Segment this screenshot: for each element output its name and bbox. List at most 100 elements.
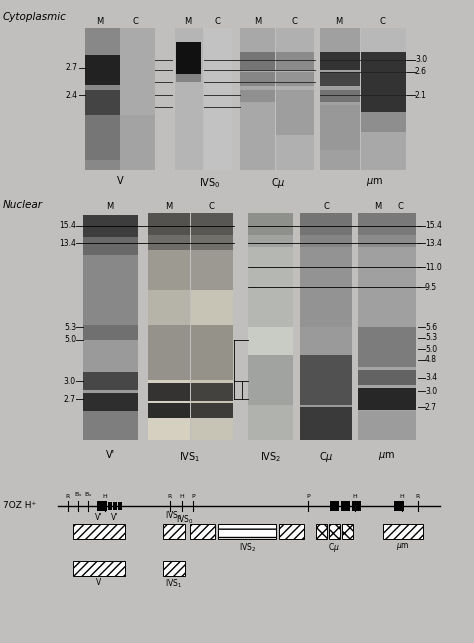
Bar xyxy=(248,235,293,247)
Bar xyxy=(329,524,340,539)
Bar xyxy=(73,561,125,576)
Bar xyxy=(85,28,120,170)
Text: C$\mu$: C$\mu$ xyxy=(328,541,340,554)
Bar xyxy=(320,72,360,86)
Text: C: C xyxy=(379,17,385,26)
Bar xyxy=(330,501,339,511)
Text: C: C xyxy=(214,17,220,26)
Bar xyxy=(361,28,406,170)
Bar xyxy=(176,42,201,74)
Text: IVS$_1$: IVS$_1$ xyxy=(179,450,201,464)
Bar xyxy=(120,115,155,170)
Bar xyxy=(383,524,423,539)
Bar xyxy=(342,524,353,539)
Text: 5.3: 5.3 xyxy=(64,323,76,332)
Bar xyxy=(320,52,360,70)
Text: M: M xyxy=(374,202,382,211)
Bar xyxy=(300,247,352,327)
Bar xyxy=(148,213,190,235)
Text: IVS$_0$: IVS$_0$ xyxy=(176,513,194,525)
Bar xyxy=(352,501,361,511)
Text: 5.0: 5.0 xyxy=(425,345,437,354)
Bar xyxy=(163,524,185,539)
Text: 9.5: 9.5 xyxy=(425,282,437,291)
Text: V': V' xyxy=(105,450,115,460)
Text: 3.4: 3.4 xyxy=(425,374,437,383)
Bar xyxy=(83,215,138,237)
Bar xyxy=(361,112,406,132)
Bar xyxy=(358,213,416,440)
Bar xyxy=(85,90,120,115)
Bar xyxy=(240,28,275,170)
Bar xyxy=(320,90,360,102)
Bar xyxy=(358,213,416,235)
Bar xyxy=(83,215,138,440)
Text: C: C xyxy=(208,202,214,211)
Text: C$\mu$: C$\mu$ xyxy=(271,176,285,190)
Text: $\mu$m: $\mu$m xyxy=(396,541,410,552)
Bar xyxy=(240,90,275,102)
Text: P: P xyxy=(191,494,195,499)
Text: 3.0: 3.0 xyxy=(64,377,76,386)
Text: C: C xyxy=(291,17,297,26)
Bar xyxy=(248,405,293,440)
Text: 13.4: 13.4 xyxy=(425,239,442,248)
Bar xyxy=(148,325,190,380)
Bar xyxy=(73,524,125,539)
Text: M: M xyxy=(106,202,114,211)
Text: R: R xyxy=(416,494,420,499)
Text: $\mu$m: $\mu$m xyxy=(366,176,383,188)
Bar xyxy=(175,28,203,170)
Bar xyxy=(118,502,122,510)
Text: R: R xyxy=(66,494,70,499)
Bar xyxy=(191,213,233,235)
Bar xyxy=(316,524,327,539)
Text: 5.0: 5.0 xyxy=(64,336,76,345)
Bar xyxy=(108,502,112,510)
Bar xyxy=(148,213,190,440)
Text: 2.1: 2.1 xyxy=(415,91,427,100)
Bar xyxy=(191,250,233,290)
Text: M: M xyxy=(96,17,104,26)
Bar xyxy=(240,52,275,70)
Bar xyxy=(163,561,185,576)
Text: $\mu$m: $\mu$m xyxy=(378,450,395,462)
Text: 15.4: 15.4 xyxy=(425,221,442,230)
Bar xyxy=(83,372,138,390)
Text: IVS$_0$: IVS$_0$ xyxy=(199,176,221,190)
Bar xyxy=(276,72,314,86)
Text: P: P xyxy=(306,494,310,499)
Text: 4.8: 4.8 xyxy=(425,356,437,365)
Bar xyxy=(148,235,190,250)
Bar xyxy=(218,524,276,539)
Bar xyxy=(358,235,416,247)
Text: IVS$_2$: IVS$_2$ xyxy=(260,450,282,464)
Text: IVS$_1$: IVS$_1$ xyxy=(165,578,182,590)
Text: M: M xyxy=(165,202,173,211)
Text: IVS$_0$: IVS$_0$ xyxy=(165,509,183,522)
Bar xyxy=(83,393,138,411)
Text: M: M xyxy=(184,17,191,26)
Bar xyxy=(83,237,138,255)
Bar xyxy=(190,524,215,539)
Bar xyxy=(358,388,416,410)
Text: 2.7: 2.7 xyxy=(66,64,78,73)
Text: C: C xyxy=(397,202,403,211)
Bar xyxy=(191,403,233,418)
Bar xyxy=(358,411,416,440)
Text: H: H xyxy=(103,494,108,499)
Bar xyxy=(248,247,293,327)
Bar xyxy=(240,72,275,86)
Bar xyxy=(191,235,233,250)
Text: 3.0: 3.0 xyxy=(425,386,437,395)
Bar xyxy=(120,28,155,170)
Bar xyxy=(248,213,293,235)
Text: H: H xyxy=(400,494,404,499)
Text: 15.4: 15.4 xyxy=(59,221,76,230)
Text: 7OZ H⁺: 7OZ H⁺ xyxy=(3,502,36,511)
Bar xyxy=(341,501,350,511)
Bar xyxy=(113,502,117,510)
Text: V': V' xyxy=(111,513,118,522)
Bar xyxy=(320,28,360,170)
Text: 11.0: 11.0 xyxy=(425,262,442,271)
